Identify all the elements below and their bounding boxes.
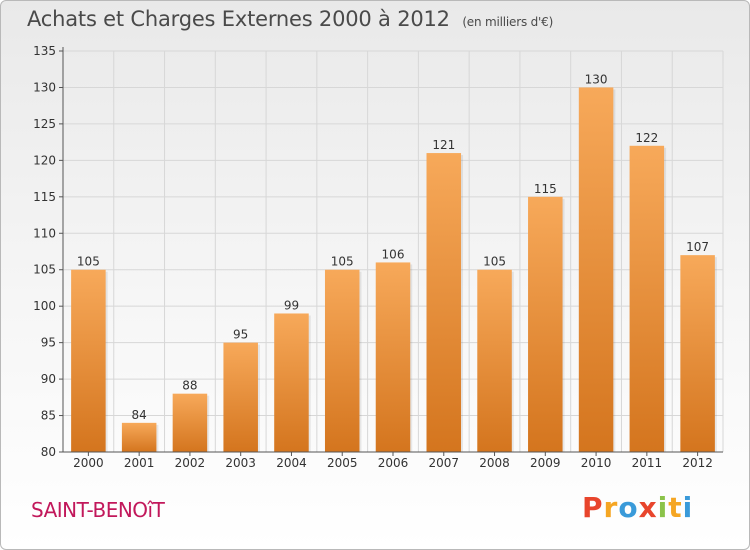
bar-2008 <box>477 269 512 452</box>
x-tick-label: 2009 <box>530 456 561 470</box>
proxiti-logo: Proxiti <box>582 491 693 524</box>
chart-subtitle: (en milliers d'€) <box>462 15 554 29</box>
y-tick-label: 125 <box>33 117 56 131</box>
x-tick-label: 2001 <box>124 456 155 470</box>
bar-2005 <box>324 269 360 452</box>
logo-letter: r <box>603 491 619 524</box>
logo-letter: i <box>657 491 669 524</box>
x-tick-label: 2010 <box>581 456 612 470</box>
bar-2002 <box>172 393 208 452</box>
data-label: 115 <box>534 182 557 196</box>
bars: 105 84 88 95 99 105 106 121 105 115 130 122 107 <box>71 72 717 453</box>
data-label: 84 <box>132 408 147 422</box>
x-tick-label: 2006 <box>378 456 409 470</box>
bar-2009 <box>528 196 563 452</box>
y-tick-label: 100 <box>33 299 56 313</box>
bar-2006 <box>375 262 411 452</box>
data-label: 95 <box>233 328 248 342</box>
data-label: 88 <box>182 379 197 393</box>
y-tick-label: 120 <box>33 153 56 167</box>
data-label: 121 <box>432 138 455 152</box>
x-tick-label: 2002 <box>175 456 206 470</box>
data-label: 105 <box>77 255 100 269</box>
commune-name: SAINT-BENOîT <box>31 498 165 522</box>
bar-2001 <box>121 422 157 452</box>
logo-letter: t <box>668 491 683 524</box>
logo-letter: x <box>638 491 658 524</box>
x-tick-label: 2005 <box>327 456 358 470</box>
x-tick-label: 2008 <box>479 456 510 470</box>
data-label: 105 <box>483 255 506 269</box>
x-tick-label: 2000 <box>73 456 104 470</box>
data-label: 107 <box>686 240 709 254</box>
x-tick-label: 2004 <box>276 456 307 470</box>
x-tick-label: 2007 <box>428 456 459 470</box>
y-tick-label: 110 <box>33 226 56 240</box>
y-tick-label: 105 <box>33 263 56 277</box>
data-label: 106 <box>382 247 405 261</box>
x-tick-label: 2011 <box>632 456 663 470</box>
logo-letter: i <box>682 491 694 524</box>
bar-2012 <box>680 255 715 452</box>
chart-title: Achats et Charges Externes 2000 à 2012 <box>27 7 450 31</box>
axes: 80 85 90 95 100 105 110 115 120 125 130 135 2000 2001… <box>33 44 723 470</box>
chart-title-line: Achats et Charges Externes 2000 à 2012 (… <box>27 7 553 31</box>
bar-2011 <box>629 145 665 453</box>
data-label: 130 <box>585 72 608 86</box>
data-label: 105 <box>331 255 354 269</box>
logo-letter: o <box>618 491 639 524</box>
y-tick-label: 90 <box>41 372 56 386</box>
y-tick-label: 115 <box>33 190 56 204</box>
y-tick-label: 95 <box>41 336 56 350</box>
data-label: 99 <box>284 298 299 312</box>
bar-2000 <box>71 269 106 452</box>
x-tick-label: 2003 <box>225 456 256 470</box>
bar-2010 <box>578 87 614 453</box>
x-tick-label: 2012 <box>682 456 713 470</box>
y-tick-label: 80 <box>41 445 56 459</box>
y-tick-label: 130 <box>33 80 56 94</box>
bar-2003 <box>223 342 258 452</box>
data-label: 122 <box>635 131 658 145</box>
y-tick-label: 135 <box>33 44 56 58</box>
bar-2004 <box>274 313 309 452</box>
logo-letter: P <box>582 491 604 524</box>
bar-2007 <box>426 153 462 452</box>
y-tick-label: 85 <box>41 409 56 423</box>
